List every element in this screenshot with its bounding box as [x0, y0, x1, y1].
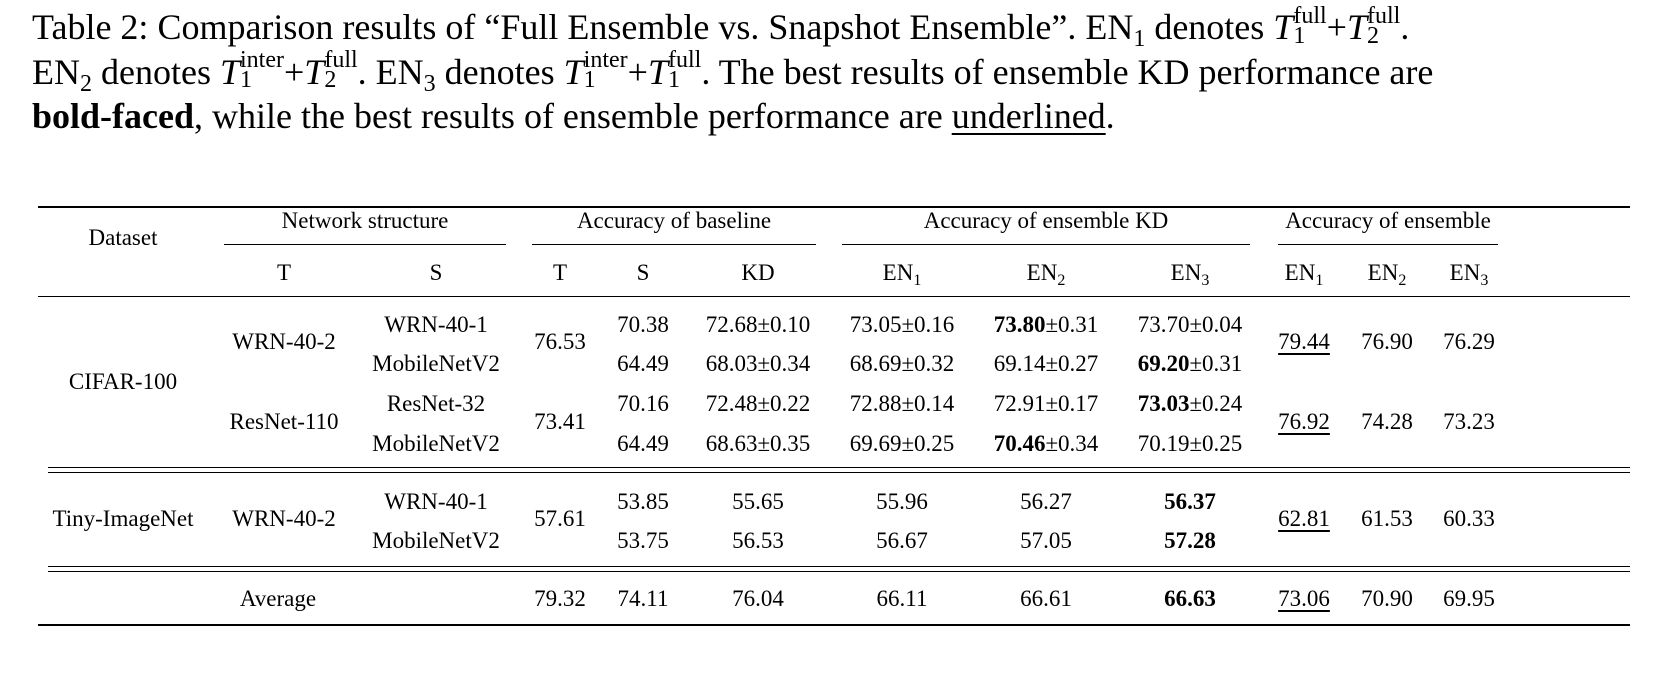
s-tiny-r1: 53.85: [617, 489, 669, 514]
en3-tiny-r2: 57.28: [1164, 528, 1216, 553]
dataset-tiny: Tiny-ImageNet: [52, 506, 194, 531]
en1-g2r2: 69.69±0.25: [849, 431, 955, 456]
header-ens-en1: EN1: [1284, 260, 1324, 289]
en1-tiny-r2: 56.67: [876, 528, 928, 553]
avg-en2: 66.61: [1020, 586, 1072, 611]
ens-en3-g1: 76.29: [1443, 329, 1495, 354]
header-kd-en1: EN1: [882, 260, 922, 289]
table-caption: Table 2: Comparison results of “Full Ens…: [32, 2, 1647, 138]
results-table: Dataset Network structure Accuracy of ba…: [38, 206, 1630, 636]
en3-g1r1: 73.70±0.04: [1137, 312, 1243, 337]
en1-g1r2: 68.69±0.32: [849, 351, 955, 376]
kd-g2r2: 68.63±0.35: [705, 431, 811, 456]
caption-line-1: Table 2: Comparison results of “Full Ens…: [32, 2, 1410, 52]
header-accuracy-baseline: Accuracy of baseline: [576, 208, 772, 233]
avg-ens-en3: 69.95: [1443, 586, 1495, 611]
double-rule-2a: [48, 566, 1630, 567]
avg-ens-en2: 70.90: [1361, 586, 1413, 611]
header-t: T: [276, 260, 292, 285]
en2-g1r1: 73.80±0.31: [993, 312, 1099, 337]
header-ens-en2: EN2: [1367, 260, 1407, 289]
header-rule: [38, 296, 1630, 297]
student-g2r1: ResNet-32: [386, 391, 486, 416]
en3-g1r2: 69.20±0.31: [1137, 351, 1243, 376]
kd-g1r2: 68.03±0.34: [705, 351, 811, 376]
kd-tiny-r1: 55.65: [732, 489, 784, 514]
avg-ens-en1: 73.06: [1278, 586, 1330, 611]
bold-word: bold-faced: [32, 96, 194, 137]
ens-en1-g2: 76.92: [1278, 409, 1330, 434]
teacher-g2: ResNet-110: [229, 409, 339, 434]
student-g1r2: MobileNetV2: [372, 351, 500, 376]
kd-tiny-r2: 56.53: [732, 528, 784, 553]
en2-tiny-r2: 57.05: [1020, 528, 1072, 553]
double-rule-1a: [48, 467, 1630, 468]
s-g2r2: 64.49: [617, 431, 669, 456]
cmidrule-network: [224, 244, 506, 245]
student-tiny-r2: MobileNetV2: [372, 528, 500, 553]
avg-t: 79.32: [534, 586, 586, 611]
header-ens-en3: EN3: [1449, 260, 1489, 289]
s-g1r1: 70.38: [617, 312, 669, 337]
teacher-g1: WRN-40-2: [232, 329, 336, 354]
en2-g1r2: 69.14±0.27: [993, 351, 1099, 376]
en2-g2r2: 70.46±0.34: [993, 431, 1099, 456]
t-acc-tiny: 57.61: [534, 506, 586, 531]
cmidrule-ensemble-kd: [842, 244, 1250, 245]
cmidrule-baseline: [532, 244, 816, 245]
kd-g1r1: 72.68±0.10: [705, 312, 811, 337]
en3-g2r1: 73.03±0.24: [1137, 391, 1243, 416]
avg-en1: 66.11: [876, 586, 928, 611]
t-acc-g2: 73.41: [534, 409, 586, 434]
header-baseline-t: T: [552, 260, 568, 285]
bottom-rule: [38, 624, 1630, 626]
avg-kd: 76.04: [732, 586, 784, 611]
header-baseline-s: S: [636, 260, 650, 285]
en1-g2r1: 72.88±0.14: [849, 391, 955, 416]
header-baseline-kd: KD: [741, 260, 775, 285]
en3-tiny-r1: 56.37: [1164, 489, 1216, 514]
cmidrule-ensemble: [1278, 244, 1498, 245]
header-dataset: Dataset: [88, 225, 158, 250]
double-rule-2b: [48, 571, 1630, 572]
ens-en3-g2: 73.23: [1443, 409, 1495, 434]
en2-tiny-r1: 56.27: [1020, 489, 1072, 514]
double-rule-1b: [48, 472, 1630, 473]
ens-en1-g1: 79.44: [1278, 329, 1330, 354]
student-g1r1: WRN-40-1: [384, 312, 488, 337]
ens-en1-tiny: 62.81: [1278, 506, 1330, 531]
t-acc-g1: 76.53: [534, 329, 586, 354]
s-tiny-r2: 53.75: [617, 528, 669, 553]
header-network-structure: Network structure: [281, 208, 449, 233]
en1-tiny-r1: 55.96: [876, 489, 928, 514]
s-g1r2: 64.49: [617, 351, 669, 376]
ens-en2-tiny: 61.53: [1361, 506, 1413, 531]
en1-g1r1: 73.05±0.16: [849, 312, 955, 337]
dataset-cifar: CIFAR-100: [68, 369, 178, 394]
header-s: S: [429, 260, 443, 285]
kd-g2r1: 72.48±0.22: [705, 391, 811, 416]
caption-line-3: bold-faced, while the best results of en…: [32, 96, 1115, 137]
en3-g2r2: 70.19±0.25: [1137, 431, 1243, 456]
underlined-word: underlined: [951, 96, 1106, 137]
header-accuracy-ensemble-kd: Accuracy of ensemble KD: [923, 208, 1169, 233]
header-kd-en2: EN2: [1026, 260, 1066, 289]
avg-en3: 66.63: [1164, 586, 1216, 611]
header-accuracy-ensemble: Accuracy of ensemble: [1285, 208, 1491, 233]
caption-label: Table 2:: [32, 7, 149, 47]
avg-s: 74.11: [617, 586, 669, 611]
ens-en2-g2: 74.28: [1361, 409, 1413, 434]
top-rule: [38, 206, 1630, 208]
en2-g2r1: 72.91±0.17: [993, 391, 1099, 416]
teacher-tiny: WRN-40-2: [232, 506, 336, 531]
s-g2r1: 70.16: [617, 391, 669, 416]
ens-en2-g1: 76.90: [1361, 329, 1413, 354]
student-tiny-r1: WRN-40-1: [384, 489, 488, 514]
ens-en3-tiny: 60.33: [1443, 506, 1495, 531]
student-g2r2: MobileNetV2: [372, 431, 500, 456]
header-kd-en3: EN3: [1170, 260, 1210, 289]
average-label: Average: [239, 586, 317, 611]
